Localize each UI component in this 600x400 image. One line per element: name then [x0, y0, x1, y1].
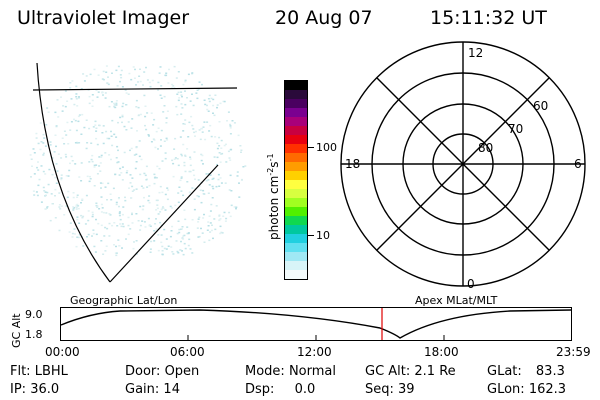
colorbar-band: [285, 153, 307, 163]
altitude-curve: [60, 309, 572, 339]
colorbar-label-exp2: -1: [266, 153, 275, 162]
colorbar-band: [285, 234, 307, 244]
geographic-grid-arc: [36, 62, 111, 283]
colorbar-band: [285, 117, 307, 127]
mlt-label-0: 0: [467, 277, 475, 290]
instrument-title: Ultraviolet Imager: [17, 7, 190, 29]
altitude-axis-label: GC Alt: [10, 313, 23, 348]
colorbar-label-exp1: -2: [266, 167, 275, 176]
colorbar-band: [285, 252, 307, 262]
colorbar-band: [285, 216, 307, 226]
colorbar-label-text: photon cm: [267, 175, 281, 240]
colorbar-band: [285, 171, 307, 181]
altitude-x-tick-label-1800: 18:00: [424, 345, 459, 359]
door-value: Open: [164, 364, 200, 379]
altitude-x-tick-label-0600: 06:00: [170, 345, 205, 359]
colorbar-band: [285, 261, 307, 271]
gain-status: Gain: 14: [125, 383, 180, 396]
altitude-x-tick-label-2359: 23:59: [556, 345, 591, 359]
door-label: Door:: [125, 364, 161, 379]
colorbar-band: [285, 108, 307, 118]
geographic-grid-line-top: [32, 87, 238, 91]
glat-label: GLat:: [487, 364, 522, 379]
colorbar-tick-10: [308, 235, 314, 236]
polar-mlt-plot: 12 18 6 0 60 70 80: [340, 41, 586, 290]
ip-value: 36.0: [30, 382, 60, 397]
polar-diagonal-b: [376, 77, 550, 251]
date-label: 20 Aug 07: [275, 7, 373, 29]
colorbar-label-s: s: [267, 161, 281, 168]
colorbar-band: [285, 225, 307, 235]
gcalt-status: GC Alt: 2.1 Re: [365, 365, 456, 378]
lat-label-80: 80: [478, 141, 493, 155]
mode-label: Mode:: [245, 364, 285, 379]
lat-label-60: 60: [533, 99, 548, 113]
seq-label: Seq:: [365, 382, 394, 397]
altitude-tick-label-min: 1.8: [25, 328, 43, 341]
emission-speckle: [29, 65, 247, 257]
altitude-tick-label-max: 9.0: [25, 308, 43, 321]
colorbar-tick-label-10: 10: [316, 229, 330, 242]
colorbar-band: [285, 126, 307, 136]
colorbar-band: [285, 99, 307, 109]
colorbar-band: [285, 144, 307, 154]
geographic-frame-label: Geographic Lat/Lon: [70, 294, 178, 307]
glon-value: 162.3: [528, 382, 567, 397]
glat-value: 83.3: [535, 364, 565, 379]
glon-status: GLon: 162.3: [487, 383, 566, 396]
colorbar-band: [285, 198, 307, 208]
mode-status: Mode: Normal: [245, 365, 336, 378]
colorbar-band: [285, 162, 307, 172]
filter-value: LBHL: [34, 364, 68, 379]
glon-label: GLon:: [487, 382, 525, 397]
gain-label: Gain:: [125, 382, 160, 397]
colorbar-band: [285, 243, 307, 253]
dsp-value: 0.0: [294, 382, 316, 397]
colorbar-band: [285, 207, 307, 217]
filter-label: Flt:: [10, 364, 31, 379]
colorbar: [284, 80, 308, 280]
ip-status: IP: 36.0: [10, 383, 59, 396]
colorbar-band: [285, 90, 307, 100]
colorbar-axis-label: photon cm-2s-1: [266, 153, 281, 240]
dsp-status: Dsp: 0.0: [245, 383, 315, 396]
colorbar-band: [285, 81, 307, 91]
altitude-panel-frame: [60, 307, 572, 341]
colorbar-tick-100: [308, 147, 314, 148]
altitude-panel: [60, 307, 572, 341]
colorbar-band: [285, 180, 307, 190]
door-status: Door: Open: [125, 365, 199, 378]
glat-status: GLat: 83.3: [487, 365, 565, 378]
mlt-label-18: 18: [345, 157, 360, 171]
colorbar-tick-label-100: 100: [316, 141, 337, 154]
ip-label: IP:: [10, 382, 27, 397]
filter-status: Flt: LBHL: [10, 365, 68, 378]
colorbar-band: [285, 189, 307, 199]
gcalt-label: GC Alt:: [365, 364, 411, 379]
seq-value: 39: [398, 382, 415, 397]
geographic-grid-line-diagonal: [109, 164, 219, 283]
colorbar-gradient: [285, 81, 307, 279]
dsp-label: Dsp:: [245, 382, 275, 397]
time-label: 15:11:32 UT: [430, 7, 547, 29]
lat-label-70: 70: [508, 122, 523, 136]
colorbar-band: [285, 270, 307, 279]
colorbar-band: [285, 135, 307, 145]
gain-value: 14: [163, 382, 180, 397]
altitude-x-tick-label-1200: 12:00: [297, 345, 332, 359]
geographic-image: [29, 62, 247, 283]
mlt-label-6: 6: [574, 157, 582, 171]
apex-frame-label: Apex MLat/MLT: [415, 294, 498, 307]
mlt-label-12: 12: [468, 46, 483, 60]
gcalt-value: 2.1 Re: [414, 364, 456, 379]
mode-value: Normal: [288, 364, 336, 379]
altitude-x-tick-label-0000: 00:00: [45, 345, 80, 359]
seq-status: Seq: 39: [365, 383, 415, 396]
